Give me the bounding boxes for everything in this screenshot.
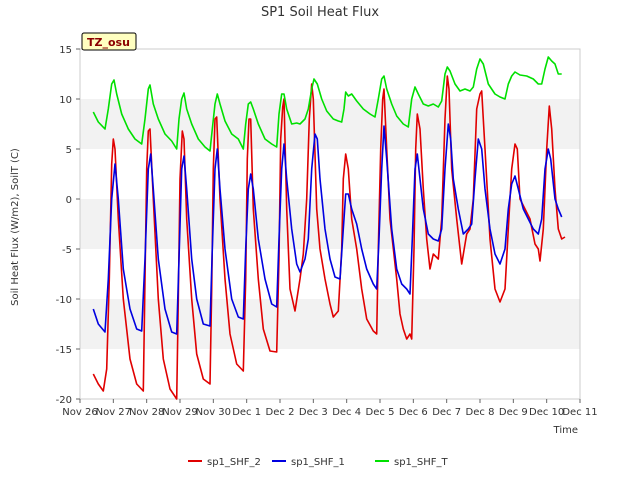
x-tick-label: Dec 10 [529, 407, 564, 418]
x-tick-label: Dec 11 [562, 407, 597, 418]
x-tick-label: Dec 4 [332, 407, 361, 418]
y-tick-label: 15 [59, 45, 72, 56]
y-tick-label: -10 [56, 295, 72, 306]
legend-label: sp1_SHF_2 [207, 457, 261, 468]
x-tick-label: Dec 2 [266, 407, 295, 418]
legend: sp1_SHF_2 sp1_SHF_1 sp1_SHF_T [188, 457, 449, 468]
chart-title: SP1 Soil Heat Flux [261, 5, 379, 20]
x-tick-label: Nov 26 [62, 407, 97, 418]
y-tick-label: -20 [56, 395, 72, 406]
grid-band [80, 199, 580, 249]
x-tick-label: Dec 5 [366, 407, 395, 418]
x-tick-label: Dec 6 [399, 407, 428, 418]
series-lines [92, 56, 566, 400]
legend-label: sp1_SHF_T [394, 457, 449, 468]
plot-frame [79, 48, 581, 400]
x-axis-label: Time [553, 425, 578, 436]
y-axis-ticks: -20 -15 -10 -5 0 5 10 15 [56, 45, 80, 406]
series-line-sp1_SHF_1 [92, 123, 563, 335]
x-tick-label: Dec 1 [232, 407, 261, 418]
badge-label: TZ_osu [87, 36, 130, 49]
y-tick-label: 10 [59, 95, 72, 106]
x-tick-label: Nov 29 [162, 407, 197, 418]
grid-band [80, 99, 580, 149]
grid-band [80, 299, 580, 349]
y-tick-label: -5 [62, 245, 72, 256]
x-tick-label: Dec 7 [432, 407, 461, 418]
x-tick-label: Dec 3 [299, 407, 328, 418]
x-tick-label: Nov 28 [129, 407, 164, 418]
x-tick-label: Dec 8 [466, 407, 495, 418]
x-tick-label: Nov 30 [196, 407, 231, 418]
y-tick-label: -15 [56, 345, 72, 356]
y-tick-label: 0 [66, 195, 72, 206]
legend-label: sp1_SHF_1 [291, 457, 345, 468]
timezone-badge: TZ_osu [81, 32, 137, 51]
plot-bands [80, 49, 580, 399]
x-tick-label: Nov 27 [96, 407, 131, 418]
series-line-sp1_SHF_T [92, 56, 562, 152]
y-axis-label: Soil Heat Flux (W/m2), SoilT (C) [10, 148, 21, 306]
x-tick-label: Dec 9 [499, 407, 528, 418]
y-tick-label: 5 [66, 145, 72, 156]
badge-box [81, 32, 137, 51]
